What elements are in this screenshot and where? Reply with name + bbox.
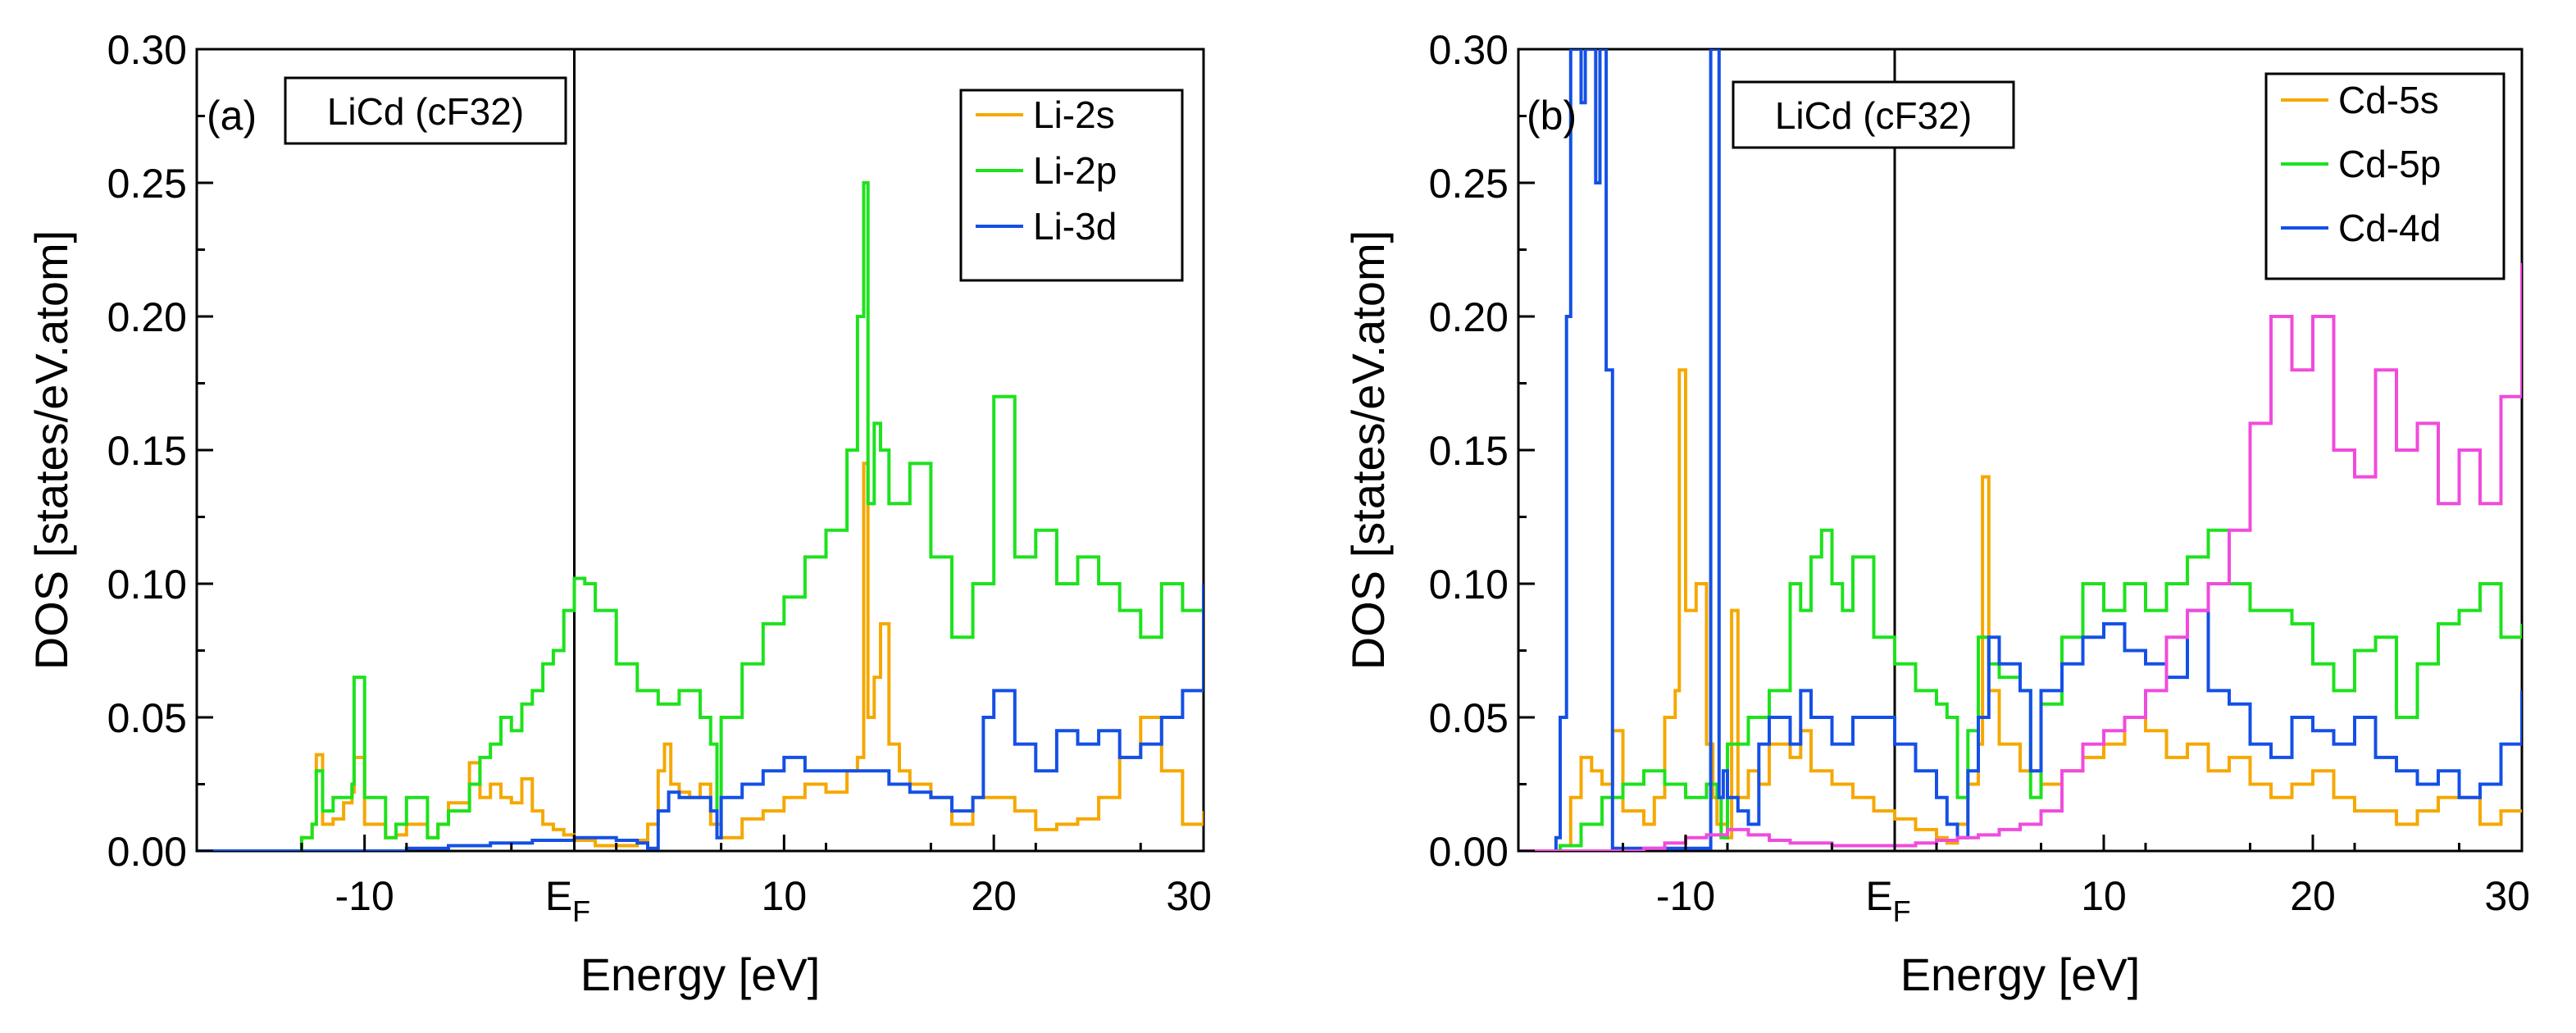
series-line-li-2s xyxy=(197,462,1204,851)
legend-box xyxy=(959,89,1184,282)
tick-marks xyxy=(1517,48,2524,853)
compound-label: LiCd (cF32) xyxy=(1775,94,1972,137)
x-tick-label-fermi: EF xyxy=(1865,873,1910,928)
x-tick-label: 10 xyxy=(2081,873,2127,919)
x-tick-label: -10 xyxy=(1656,873,1715,919)
y-tick-labels: 0.00 0.05 0.10 0.15 0.20 0.25 0.30 xyxy=(1429,27,1509,875)
x-tick-label-fermi: EF xyxy=(545,873,590,928)
legend-label: Cd-5s xyxy=(2338,79,2439,121)
y-tick-labels: 0.00 0.05 0.10 0.15 0.20 0.25 0.30 xyxy=(107,27,187,875)
x-tick-label: 30 xyxy=(2484,873,2530,919)
y-tick-label: 0.25 xyxy=(107,161,187,207)
legend-label: Cd-5p xyxy=(2338,143,2441,185)
tick-marks xyxy=(195,48,1205,853)
y-tick-label: 0.15 xyxy=(107,428,187,474)
x-tick-labels: -10 EF 10 20 30 xyxy=(335,873,1212,928)
compound-label: LiCd (cF32) xyxy=(327,90,524,133)
y-tick-label: 0.10 xyxy=(1429,562,1509,608)
y-tick-label: 0.10 xyxy=(107,562,187,608)
series-line-li-2p xyxy=(197,181,1204,851)
series-group xyxy=(1518,49,2522,851)
panel-label: (b) xyxy=(1527,93,1577,139)
compound-label-box xyxy=(284,76,567,145)
x-tick-labels: -10 EF 10 20 30 xyxy=(1656,873,2530,928)
x-tick-label: 20 xyxy=(971,873,1017,919)
y-tick-label: 0.15 xyxy=(1429,428,1509,474)
y-tick-label: 0.20 xyxy=(1429,294,1509,340)
x-tick-label: -10 xyxy=(335,873,394,919)
panel-b: 0.00 0.05 0.10 0.15 0.20 0.25 0.30 -10 EF 10 20 30… xyxy=(1342,27,2530,1000)
x-tick-label: 30 xyxy=(1166,873,1212,919)
legend-label: Cd-4d xyxy=(2338,207,2441,249)
y-tick-label: 0.20 xyxy=(107,294,187,340)
series-line-li-3d xyxy=(197,584,1204,851)
x-tick-label: 10 xyxy=(762,873,808,919)
series-line-cd-5s xyxy=(1518,368,2522,851)
legend: Cd-5s Cd-5p Cd-4d xyxy=(2264,72,2505,280)
panel-label: (a) xyxy=(207,93,257,139)
legend: Li-2s Li-2p Li-3d xyxy=(959,89,1184,282)
y-tick-label: 0.05 xyxy=(1429,695,1509,741)
y-axis-title: DOS [states/eV.atom] xyxy=(1342,230,1394,670)
compound-label-box xyxy=(1732,80,2015,149)
y-tick-label: 0.30 xyxy=(1429,27,1509,73)
legend-label: Li-2s xyxy=(1033,93,1115,136)
series-group xyxy=(197,181,1204,851)
series-line-cd-4d xyxy=(1518,49,2522,851)
y-tick-label: 0.00 xyxy=(1429,829,1509,875)
legend-label: Li-3d xyxy=(1033,205,1117,248)
series-line-li-unlabeled- xyxy=(1518,262,2522,851)
y-tick-label: 0.25 xyxy=(1429,161,1509,207)
y-tick-label: 0.30 xyxy=(107,27,187,73)
x-axis-title: Energy [eV] xyxy=(1900,949,2141,1000)
panel-a: 0.00 0.05 0.10 0.15 0.20 0.25 0.30 -10 EF 10 20 30… xyxy=(25,27,1212,1000)
x-axis-title: Energy [eV] xyxy=(580,949,821,1000)
x-tick-label: 20 xyxy=(2290,873,2336,919)
legend-label: Li-2p xyxy=(1033,149,1117,192)
y-tick-label: 0.00 xyxy=(107,829,187,875)
y-tick-label: 0.05 xyxy=(107,695,187,741)
y-axis-title: DOS [states/eV.atom] xyxy=(25,230,77,670)
legend-box xyxy=(2264,72,2505,280)
